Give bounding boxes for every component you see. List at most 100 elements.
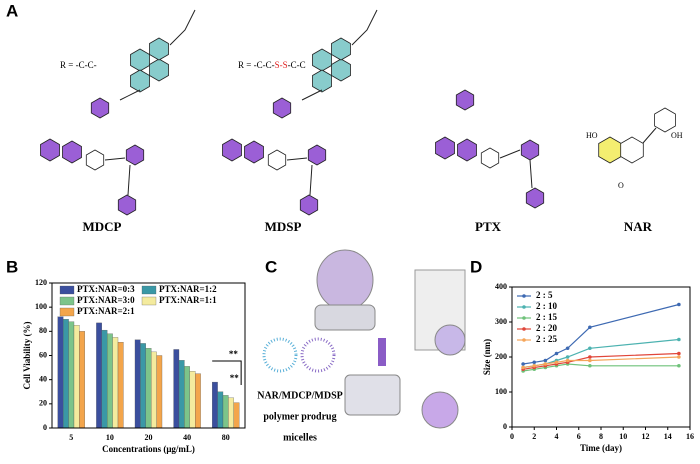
caption: micelles	[283, 432, 317, 443]
tube	[378, 338, 386, 366]
x-tick-label: 10	[106, 433, 114, 442]
bar	[212, 381, 218, 429]
panel-label: D	[470, 257, 482, 276]
bracket	[212, 360, 242, 385]
ring	[222, 138, 242, 162]
legend-label: 2 : 25	[536, 334, 557, 344]
point	[677, 363, 681, 368]
point	[677, 355, 681, 359]
ring	[620, 136, 644, 164]
legend-marker	[522, 305, 526, 309]
legend-marker	[522, 294, 526, 298]
x-tick-label: 2	[532, 432, 536, 441]
stirrer	[314, 304, 376, 331]
legend-label: PTX:NAR=0:3	[77, 284, 135, 294]
bond	[499, 149, 533, 189]
annotation: **	[230, 373, 240, 383]
ring	[130, 69, 150, 93]
point	[543, 358, 548, 363]
chain	[169, 9, 196, 46]
ring	[244, 140, 264, 164]
y-tick-label: 120	[35, 278, 47, 287]
y-tick-label: 40	[39, 374, 47, 383]
point	[588, 358, 592, 363]
panel-label: A	[6, 1, 18, 20]
legend-swatch	[59, 285, 75, 295]
legend-marker	[522, 338, 526, 342]
point	[565, 346, 570, 351]
x-tick-label: 4	[555, 432, 559, 441]
bar	[79, 331, 85, 429]
bar	[107, 333, 113, 429]
ring	[90, 97, 110, 119]
x-tick-label: 14	[664, 432, 672, 441]
legend-swatch	[59, 307, 75, 317]
ring	[117, 194, 137, 216]
r-suffix: -C-C	[288, 60, 306, 70]
schematic	[262, 249, 466, 429]
bar	[195, 373, 201, 429]
bar	[228, 397, 234, 429]
ring	[331, 37, 351, 61]
ring	[272, 97, 292, 119]
caption: NAR/MDCP/MDSP	[257, 390, 343, 401]
point	[554, 351, 559, 356]
x-tick-label: 16	[686, 432, 694, 441]
point	[521, 362, 525, 366]
point	[677, 302, 681, 307]
ring	[457, 138, 477, 162]
ring	[455, 89, 475, 111]
compound-name: MDCP	[83, 219, 122, 234]
point	[554, 360, 559, 365]
ring	[331, 58, 351, 82]
x-tick-label: 8	[599, 432, 603, 441]
ring	[312, 48, 332, 72]
legend-marker	[522, 316, 526, 320]
ring	[267, 149, 287, 171]
ring	[525, 187, 545, 209]
point	[543, 362, 548, 366]
ring	[299, 194, 319, 216]
bar	[63, 319, 69, 429]
bar	[96, 322, 102, 429]
bar	[73, 325, 80, 429]
bar	[117, 342, 124, 429]
point	[588, 325, 592, 330]
bar	[151, 351, 157, 429]
ring	[85, 149, 105, 171]
panel-label: B	[6, 257, 18, 276]
legend-label: 2 : 20	[536, 323, 557, 333]
point	[565, 355, 570, 359]
x-axis-title: Concentrations (μg/mL)	[102, 444, 195, 454]
x-tick-label: 20	[145, 433, 153, 442]
legend-marker	[522, 327, 526, 331]
ring	[654, 107, 676, 133]
point	[565, 358, 570, 363]
axis-frame	[51, 282, 246, 429]
legend-label: PTX:NAR=3:0	[77, 295, 135, 305]
ring	[598, 136, 622, 164]
chain	[351, 9, 378, 46]
y-axis-title: Cell Viability (%)	[22, 322, 32, 390]
r-label: R = -C-C-S-S-C-C	[238, 60, 306, 70]
y-tick-label: 20	[39, 399, 47, 408]
annotation: **	[229, 349, 239, 359]
x-tick-label: 6	[577, 432, 581, 441]
y-tick-label: 0	[503, 422, 507, 431]
y-tick-label: 60	[39, 350, 47, 359]
bar	[145, 348, 152, 429]
ring	[149, 37, 169, 61]
bond	[104, 89, 141, 196]
x-tick-label: 12	[642, 432, 650, 441]
y-tick-label: 100	[35, 302, 47, 311]
ring	[149, 58, 169, 82]
ring	[62, 140, 82, 164]
point	[532, 360, 537, 365]
bar	[134, 339, 141, 429]
ring	[307, 144, 327, 166]
legend-label: 2 : 15	[536, 312, 557, 322]
compound-name: MDSP	[265, 219, 302, 234]
bar	[68, 321, 75, 429]
bar	[57, 316, 64, 429]
